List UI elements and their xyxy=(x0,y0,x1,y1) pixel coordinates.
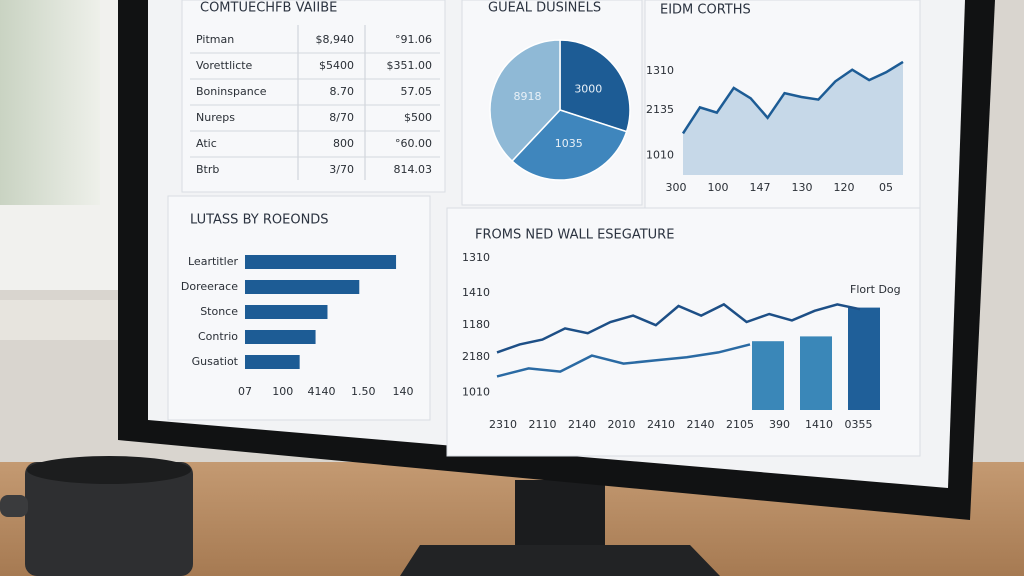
x-tick-label: 2140 xyxy=(687,418,715,431)
y-tick-label: 1310 xyxy=(646,64,674,77)
x-tick-label: 2310 xyxy=(489,418,517,431)
pie-title: GUEAL DUSINELS xyxy=(488,1,601,16)
legend-label: Flort Dog xyxy=(850,283,901,296)
bar-title: LUTASS BY ROEONDS xyxy=(190,213,329,228)
table-cell: Pitman xyxy=(196,33,234,46)
monitor-base xyxy=(400,545,720,576)
category-label: Doreerace xyxy=(181,280,238,293)
y-tick-label: 2180 xyxy=(462,350,490,363)
table-cell: $5400 xyxy=(319,59,354,72)
pie-label: 3000 xyxy=(574,82,602,95)
x-tick-label: 05 xyxy=(879,181,893,194)
category-label: Stonce xyxy=(200,305,238,318)
mug xyxy=(25,462,193,576)
mug-rim xyxy=(27,456,191,484)
x-tick-label: 300 xyxy=(666,181,687,194)
bar xyxy=(245,280,360,294)
mug-handle xyxy=(0,495,28,517)
y-tick-label: 1010 xyxy=(462,385,490,398)
line xyxy=(681,60,904,135)
y-tick-label: 1310 xyxy=(462,251,490,264)
table-cell: $8,940 xyxy=(316,33,355,46)
table-cell: Vorettlicte xyxy=(196,59,253,72)
x-tick-label: 390 xyxy=(769,418,790,431)
combo-title: FROMS NED WALL ESEGATURE xyxy=(475,228,674,243)
table-cell: Btrb xyxy=(196,163,219,176)
pie-slice xyxy=(489,39,561,163)
x-tick-label: 2105 xyxy=(726,418,754,431)
category-label: Gusatiot xyxy=(192,355,239,368)
bar xyxy=(245,255,397,269)
x-tick-label: 2010 xyxy=(608,418,636,431)
table-panel xyxy=(181,0,446,193)
window-glass xyxy=(0,0,100,205)
x-tick-label: 140 xyxy=(393,385,414,398)
x-tick-label: 2110 xyxy=(529,418,557,431)
x-tick-label: 2140 xyxy=(568,418,596,431)
table-title: COMTUECHFB VAIIBE xyxy=(200,1,337,16)
category-label: Contrio xyxy=(198,330,238,343)
x-tick-label: 1410 xyxy=(805,418,833,431)
table-cell: $500 xyxy=(404,111,432,124)
pie-label: 8918 xyxy=(513,90,541,103)
table-cell: °91.06 xyxy=(395,33,432,46)
pie-slice xyxy=(559,39,631,133)
table-cell: 3/70 xyxy=(329,163,354,176)
bar xyxy=(800,336,832,410)
y-tick-label: 1410 xyxy=(462,286,490,299)
x-tick-label: 0355 xyxy=(845,418,873,431)
line xyxy=(496,302,861,354)
x-tick-label: 07 xyxy=(238,385,252,398)
table-cell: 8.70 xyxy=(330,85,355,98)
table-cell: Nureps xyxy=(196,111,235,124)
bar xyxy=(848,307,880,410)
line xyxy=(496,343,751,378)
table-cell: 57.05 xyxy=(401,85,433,98)
table-cell: °60.00 xyxy=(395,137,432,150)
x-tick-label: 130 xyxy=(792,181,813,194)
area xyxy=(683,61,903,175)
x-tick-label: 120 xyxy=(834,181,855,194)
table-cell: 814.03 xyxy=(394,163,433,176)
x-tick-label: 100 xyxy=(708,181,729,194)
y-tick-label: 1180 xyxy=(462,318,490,331)
bar xyxy=(245,355,300,369)
pie-label: 1035 xyxy=(555,137,583,150)
x-tick-label: 2410 xyxy=(647,418,675,431)
bar xyxy=(245,305,328,319)
combo-panel xyxy=(446,207,921,457)
table-cell: Atic xyxy=(196,137,217,150)
x-tick-label: 100 xyxy=(272,385,293,398)
category-label: Leartitler xyxy=(188,255,238,268)
x-tick-label: 1.50 xyxy=(351,385,376,398)
x-tick-label: 147 xyxy=(750,181,771,194)
table-cell: Boninspance xyxy=(196,85,267,98)
bar xyxy=(245,330,316,344)
line-title: EIDM CORTHS xyxy=(660,3,751,18)
table-cell: $351.00 xyxy=(387,59,433,72)
y-tick-label: 2135 xyxy=(646,103,674,116)
table-cell: 8/70 xyxy=(329,111,354,124)
pie-slice xyxy=(511,109,628,181)
monitor-neck xyxy=(515,480,605,550)
x-tick-label: 4140 xyxy=(308,385,336,398)
table-cell: 800 xyxy=(333,137,354,150)
bar xyxy=(752,341,784,410)
window-sill xyxy=(0,300,125,340)
y-tick-label: 1010 xyxy=(646,149,674,162)
